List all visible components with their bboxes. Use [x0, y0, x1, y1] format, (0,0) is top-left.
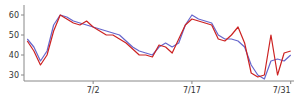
x-tick	[93, 81, 94, 84]
x-tick-label: 7/17	[183, 86, 201, 95]
x-tick	[290, 81, 291, 84]
y-tick-label: 50	[9, 31, 19, 40]
y-tick	[21, 35, 24, 36]
x-axis	[24, 81, 294, 82]
y-axis	[24, 5, 25, 81]
y-tick	[21, 75, 24, 76]
x-tick	[191, 81, 192, 84]
chart: 30 40 50 60 7/2 7/17 7/31	[0, 0, 300, 96]
plot-area	[27, 15, 290, 79]
y-tick	[21, 55, 24, 56]
y-tick-label: 30	[9, 71, 19, 80]
x-tick-label: 7/2	[87, 86, 100, 95]
y-tick-label: 60	[9, 11, 19, 20]
line	[27, 15, 290, 79]
line	[27, 15, 290, 77]
y-tick-label: 40	[9, 51, 19, 60]
y-tick	[21, 15, 24, 16]
x-tick-label: 7/31	[273, 86, 291, 95]
